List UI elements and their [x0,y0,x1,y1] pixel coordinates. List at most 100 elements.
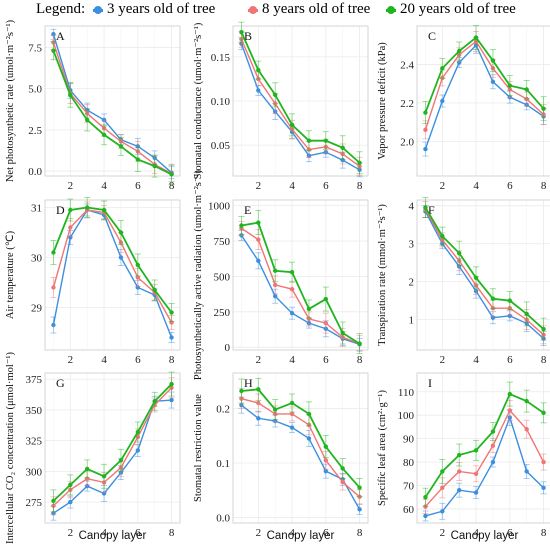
data-point [440,233,445,239]
data-point [68,225,73,230]
data-point [490,79,496,84]
data-point [473,471,479,476]
data-point [490,429,496,434]
data-point [507,408,513,413]
plot-background [417,200,550,350]
y-tick-label: 500 [214,271,231,283]
data-point [323,296,329,302]
series-line [424,211,545,340]
data-point [456,48,462,54]
x-tick-label: 4 [101,354,107,366]
y-tick-label: 0 [225,342,231,354]
data-point [68,207,73,213]
data-point [456,469,462,474]
y-tick-label: 0.0 [28,166,42,178]
data-point [357,507,362,512]
panel-h: 2 4 6 8 0.0 0.1 0.2 Stomatal restriction value H [193,372,369,539]
legend-dot-3yr [94,6,102,14]
data-point [306,436,312,441]
data-point [524,96,529,102]
data-point [84,466,90,472]
y-tick-label: 0.05 [211,140,231,152]
data-point [169,397,174,403]
data-point [272,407,278,412]
data-point [84,205,90,210]
plot-border [232,372,369,524]
x-tick-label: 6 [323,180,329,192]
series-line [424,36,545,113]
data-point [423,127,428,133]
plot-background [233,373,368,523]
data-point [306,138,312,143]
panel-letter: A [56,29,65,43]
legend: Legend: 3 years old of tree 8 years old … [0,0,550,22]
data-point [456,452,462,458]
x-tick-label: 6 [135,527,141,539]
plot-background [233,200,368,350]
data-point [507,313,513,319]
y-tick-label: 90 [403,434,415,446]
data-point [340,466,345,471]
series-line [424,207,545,330]
y-tick-label: 2.4 [400,59,414,71]
data-point [118,230,124,235]
data-point [490,443,496,448]
y-tick-label: 2 [409,277,415,289]
y-tick-label: 0.2 [216,403,230,415]
x-tick-label: 2 [440,180,446,192]
x-tick-label: 2 [256,180,262,192]
data-point [256,387,261,392]
y-tick-label: 300 [26,466,43,478]
data-point [473,490,479,495]
data-point [152,163,157,169]
x-tick-label: 4 [473,527,479,539]
data-point [306,306,312,312]
series-line [52,42,172,175]
x-tick-label: 2 [440,354,446,366]
legend-label-3yr: 3 years old of tree [107,1,216,17]
panel-letter: F [428,203,435,217]
legend-label-20yr: 20 years old of tree [400,1,516,17]
panel-a: 2 4 6 8 0.0 2.5 5.0 7.5 Net photosynthetic rate … [5,19,181,192]
data-point [239,223,244,228]
data-point [357,341,362,346]
x-tick-label: 4 [473,180,479,192]
x-tick-label: 8 [357,180,363,192]
data-point [541,326,546,332]
y-tick-label: 325 [26,436,43,448]
data-point [84,117,90,123]
data-point [135,262,141,268]
data-point [323,458,329,463]
y-axis-label: Vapor pressure deficit (kPa) [377,42,388,160]
x-tick-label: 4 [289,527,295,539]
x-tick-label: 8 [169,354,175,366]
x-tick-label: 4 [473,354,479,366]
data-point [440,509,445,514]
legend-dot-8yr [249,6,257,14]
data-point [289,286,295,292]
data-point [51,498,56,504]
data-point [256,400,261,406]
y-tick-label: 0.15 [211,52,231,64]
panel-f: 2 4 6 8 1 2 3 4 Transpiration rate (mmol·m⁻²s⁻¹)… [377,197,550,366]
data-point [456,60,462,65]
data-point [272,282,278,288]
y-tick-label: 2.5 [28,125,42,137]
y-tick-label: 2.2 [400,98,414,110]
series-line [424,409,545,508]
plot-background [45,200,180,350]
panel-letter: G [56,376,65,390]
plot-border [232,199,369,351]
data-point [423,205,428,210]
data-point [440,98,445,104]
panel-i: 2 4 6 8 60 70 80 90 100 110 Specific leaf area (cm… [377,372,550,539]
panel-letter: C [428,29,436,43]
data-point [440,469,445,474]
data-point [541,106,546,111]
x-tick-label: 8 [541,354,547,366]
panel-d: 2 4 6 8 29 30 31 Air temperature (℃) D [5,197,181,366]
data-point [357,485,362,490]
data-point [490,296,496,301]
y-axis-label: Stomatal restriction value [193,394,204,502]
y-axis-label: Net photosynthetic rate (umol·m⁻²s⁻¹) [5,19,16,182]
